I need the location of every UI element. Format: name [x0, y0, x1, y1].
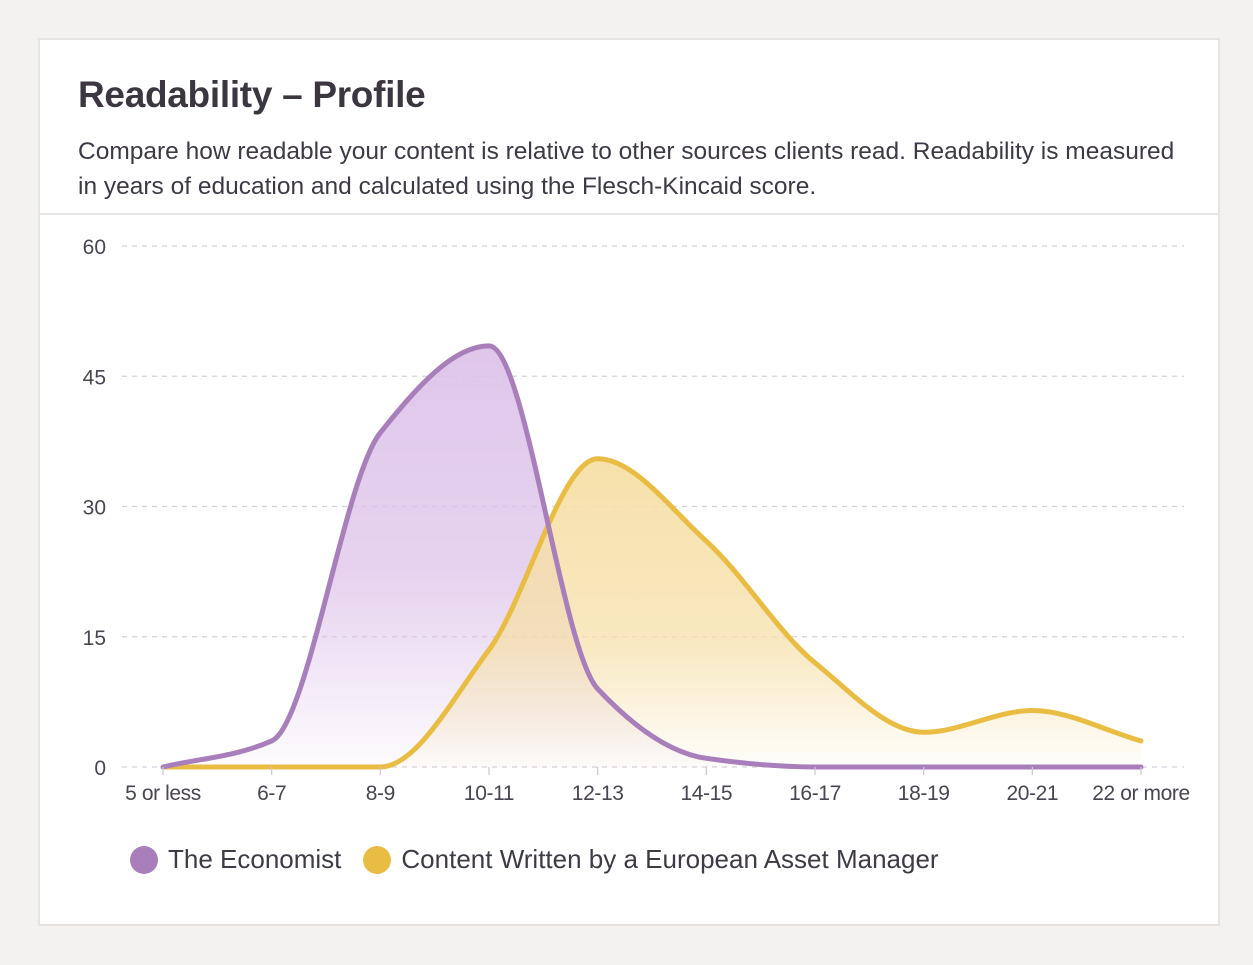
x-tick-label: 10-11 [464, 782, 514, 805]
line-economist [160, 343, 1144, 770]
readability-card: Readability – Profile Compare how readab… [38, 38, 1220, 926]
readability-chart: 0 15 30 45 60 5 or less 6-7 8-9 10-11 12-13 14-15… [83, 236, 1191, 805]
series-lines [160, 343, 1144, 770]
card-title: Readability – Profile [78, 74, 426, 115]
area-asset-manager [163, 458, 1141, 767]
y-tick-label: 15 [83, 627, 106, 650]
y-tick-label: 60 [83, 236, 106, 259]
legend-label-asset-manager: Content Written by a European Asset Mana… [401, 844, 939, 874]
x-tick-label: 16-17 [789, 782, 841, 805]
y-tick-label: 0 [94, 757, 106, 780]
x-axis: 5 or less 6-7 8-9 10-11 12-13 14-15 16-17 18-19… [125, 767, 1190, 805]
x-tick-label: 8-9 [366, 782, 395, 805]
x-tick-label: 22 or more [1092, 782, 1190, 805]
x-tick-label: 14-15 [680, 782, 732, 805]
y-tick-label: 30 [83, 497, 106, 520]
chart-legend: The Economist Content Written by a Europ… [130, 844, 961, 875]
legend-item-economist[interactable]: The Economist [130, 844, 341, 875]
x-tick-label: 18-19 [898, 782, 950, 805]
card-header: Readability – Profile Compare how readab… [40, 40, 1218, 215]
legend-dot-economist [130, 845, 158, 874]
x-tick-label: 12-13 [572, 782, 624, 805]
series-areas [163, 345, 1141, 767]
legend-item-asset-manager[interactable]: Content Written by a European Asset Mana… [363, 844, 939, 875]
x-tick-label: 20-21 [1006, 782, 1058, 805]
x-tick-label: 6-7 [257, 782, 286, 805]
legend-label-economist: The Economist [168, 844, 342, 874]
y-tick-label: 45 [83, 366, 106, 389]
area-economist [163, 345, 1141, 767]
x-tick-label: 5 or less [125, 782, 201, 805]
legend-dot-asset-manager [363, 845, 392, 874]
card-subtitle: Compare how readable your content is rel… [78, 138, 1175, 200]
y-axis: 0 15 30 45 60 [83, 236, 106, 780]
line-asset-manager [160, 456, 1144, 770]
